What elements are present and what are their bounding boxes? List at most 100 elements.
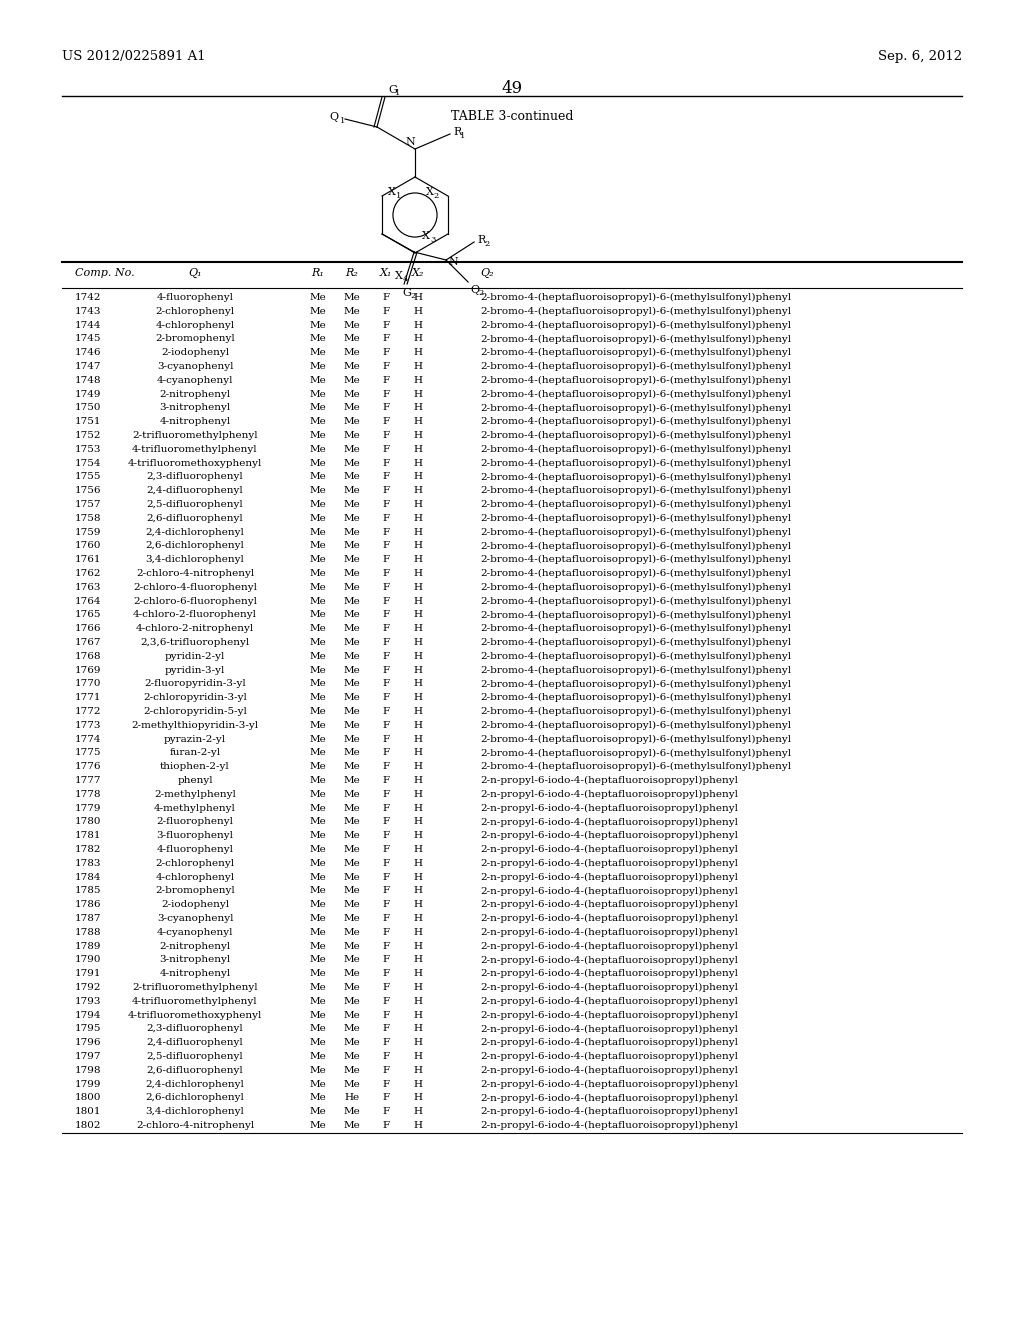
Text: Me: Me (344, 348, 360, 358)
Text: 2-bromo-4-(heptafluoroisopropyl)-6-(methylsulfonyl)phenyl: 2-bromo-4-(heptafluoroisopropyl)-6-(meth… (480, 417, 792, 426)
Text: Me: Me (309, 556, 327, 564)
Text: H: H (414, 404, 423, 412)
Text: Me: Me (309, 652, 327, 661)
Text: H: H (414, 432, 423, 440)
Text: Me: Me (309, 983, 327, 993)
Text: H: H (414, 556, 423, 564)
Text: Me: Me (309, 748, 327, 758)
Text: 1757: 1757 (75, 500, 101, 510)
Text: F: F (382, 445, 389, 454)
Text: F: F (382, 638, 389, 647)
Text: 2-bromo-4-(heptafluoroisopropyl)-6-(methylsulfonyl)phenyl: 2-bromo-4-(heptafluoroisopropyl)-6-(meth… (480, 569, 792, 578)
Text: 1794: 1794 (75, 1011, 101, 1019)
Text: H: H (414, 1080, 423, 1089)
Text: F: F (382, 873, 389, 882)
Text: F: F (382, 376, 389, 385)
Text: Me: Me (344, 528, 360, 537)
Text: X: X (422, 231, 430, 242)
Text: 4-fluorophenyl: 4-fluorophenyl (157, 845, 233, 854)
Text: 3-nitrophenyl: 3-nitrophenyl (160, 404, 230, 412)
Text: 2-bromo-4-(heptafluoroisopropyl)-6-(methylsulfonyl)phenyl: 2-bromo-4-(heptafluoroisopropyl)-6-(meth… (480, 432, 792, 440)
Text: H: H (414, 983, 423, 993)
Text: 2-bromo-4-(heptafluoroisopropyl)-6-(methylsulfonyl)phenyl: 2-bromo-4-(heptafluoroisopropyl)-6-(meth… (480, 293, 792, 302)
Text: Me: Me (344, 1065, 360, 1074)
Text: H: H (414, 776, 423, 785)
Text: 2: 2 (434, 191, 439, 201)
Text: Me: Me (344, 900, 360, 909)
Text: Me: Me (344, 569, 360, 578)
Text: Me: Me (309, 306, 327, 315)
Text: G: G (402, 288, 411, 298)
Text: 1779: 1779 (75, 804, 101, 813)
Text: H: H (414, 569, 423, 578)
Text: 2-fluorophenyl: 2-fluorophenyl (157, 817, 233, 826)
Text: 1782: 1782 (75, 845, 101, 854)
Text: 2-n-propyl-6-iodo-4-(heptafluoroisopropyl)phenyl: 2-n-propyl-6-iodo-4-(heptafluoroisopropy… (480, 969, 738, 978)
Text: 2-n-propyl-6-iodo-4-(heptafluoroisopropyl)phenyl: 2-n-propyl-6-iodo-4-(heptafluoroisopropy… (480, 776, 738, 785)
Text: 2,3-difluorophenyl: 2,3-difluorophenyl (146, 473, 244, 482)
Text: H: H (414, 665, 423, 675)
Text: 2-bromo-4-(heptafluoroisopropyl)-6-(methylsulfonyl)phenyl: 2-bromo-4-(heptafluoroisopropyl)-6-(meth… (480, 404, 792, 413)
Text: H: H (414, 1024, 423, 1034)
Text: H: H (414, 445, 423, 454)
Text: 1770: 1770 (75, 680, 101, 689)
Text: Me: Me (309, 293, 327, 302)
Text: Me: Me (309, 887, 327, 895)
Text: H: H (414, 473, 423, 482)
Text: Me: Me (309, 348, 327, 358)
Text: 1751: 1751 (75, 417, 101, 426)
Text: 1791: 1791 (75, 969, 101, 978)
Text: F: F (382, 528, 389, 537)
Text: 1798: 1798 (75, 1065, 101, 1074)
Text: Me: Me (309, 1024, 327, 1034)
Text: H: H (414, 832, 423, 841)
Text: 2-bromo-4-(heptafluoroisopropyl)-6-(methylsulfonyl)phenyl: 2-bromo-4-(heptafluoroisopropyl)-6-(meth… (480, 486, 792, 495)
Text: Me: Me (309, 458, 327, 467)
Text: 2-n-propyl-6-iodo-4-(heptafluoroisopropyl)phenyl: 2-n-propyl-6-iodo-4-(heptafluoroisopropy… (480, 1121, 738, 1130)
Text: 2-bromo-4-(heptafluoroisopropyl)-6-(methylsulfonyl)phenyl: 2-bromo-4-(heptafluoroisopropyl)-6-(meth… (480, 389, 792, 399)
Text: H: H (414, 624, 423, 634)
Text: 2-n-propyl-6-iodo-4-(heptafluoroisopropyl)phenyl: 2-n-propyl-6-iodo-4-(heptafluoroisopropy… (480, 913, 738, 923)
Text: 2: 2 (478, 289, 483, 297)
Text: Me: Me (309, 528, 327, 537)
Text: 1773: 1773 (75, 721, 101, 730)
Text: 2-n-propyl-6-iodo-4-(heptafluoroisopropyl)phenyl: 2-n-propyl-6-iodo-4-(heptafluoroisopropy… (480, 817, 738, 826)
Text: X₂: X₂ (412, 268, 424, 279)
Text: Me: Me (344, 983, 360, 993)
Text: 2-n-propyl-6-iodo-4-(heptafluoroisopropyl)phenyl: 2-n-propyl-6-iodo-4-(heptafluoroisopropy… (480, 832, 738, 841)
Text: Me: Me (309, 1080, 327, 1089)
Text: Me: Me (309, 417, 327, 426)
Text: Me: Me (344, 735, 360, 743)
Text: 1800: 1800 (75, 1093, 101, 1102)
Text: H: H (414, 721, 423, 730)
Text: Me: Me (309, 665, 327, 675)
Text: Me: Me (344, 680, 360, 689)
Text: H: H (414, 1011, 423, 1019)
Text: 1767: 1767 (75, 638, 101, 647)
Text: Me: Me (344, 513, 360, 523)
Text: F: F (382, 928, 389, 937)
Text: F: F (382, 887, 389, 895)
Text: Me: Me (309, 928, 327, 937)
Text: Me: Me (309, 321, 327, 330)
Text: 1765: 1765 (75, 610, 101, 619)
Text: Me: Me (309, 610, 327, 619)
Text: 2-chlorophenyl: 2-chlorophenyl (156, 306, 234, 315)
Text: F: F (382, 293, 389, 302)
Text: 2-bromo-4-(heptafluoroisopropyl)-6-(methylsulfonyl)phenyl: 2-bromo-4-(heptafluoroisopropyl)-6-(meth… (480, 541, 792, 550)
Text: Me: Me (344, 556, 360, 564)
Text: 2-n-propyl-6-iodo-4-(heptafluoroisopropyl)phenyl: 2-n-propyl-6-iodo-4-(heptafluoroisopropy… (480, 900, 738, 909)
Text: 1: 1 (340, 117, 345, 125)
Text: F: F (382, 513, 389, 523)
Text: Me: Me (344, 804, 360, 813)
Text: 2-n-propyl-6-iodo-4-(heptafluoroisopropyl)phenyl: 2-n-propyl-6-iodo-4-(heptafluoroisopropy… (480, 1065, 738, 1074)
Text: Me: Me (309, 597, 327, 606)
Text: 4-cyanophenyl: 4-cyanophenyl (157, 928, 233, 937)
Text: F: F (382, 500, 389, 510)
Text: N: N (449, 257, 458, 267)
Text: 1775: 1775 (75, 748, 101, 758)
Text: 4: 4 (403, 275, 409, 282)
Text: Me: Me (309, 638, 327, 647)
Text: Me: Me (309, 389, 327, 399)
Text: 4-trifluoromethylphenyl: 4-trifluoromethylphenyl (132, 445, 258, 454)
